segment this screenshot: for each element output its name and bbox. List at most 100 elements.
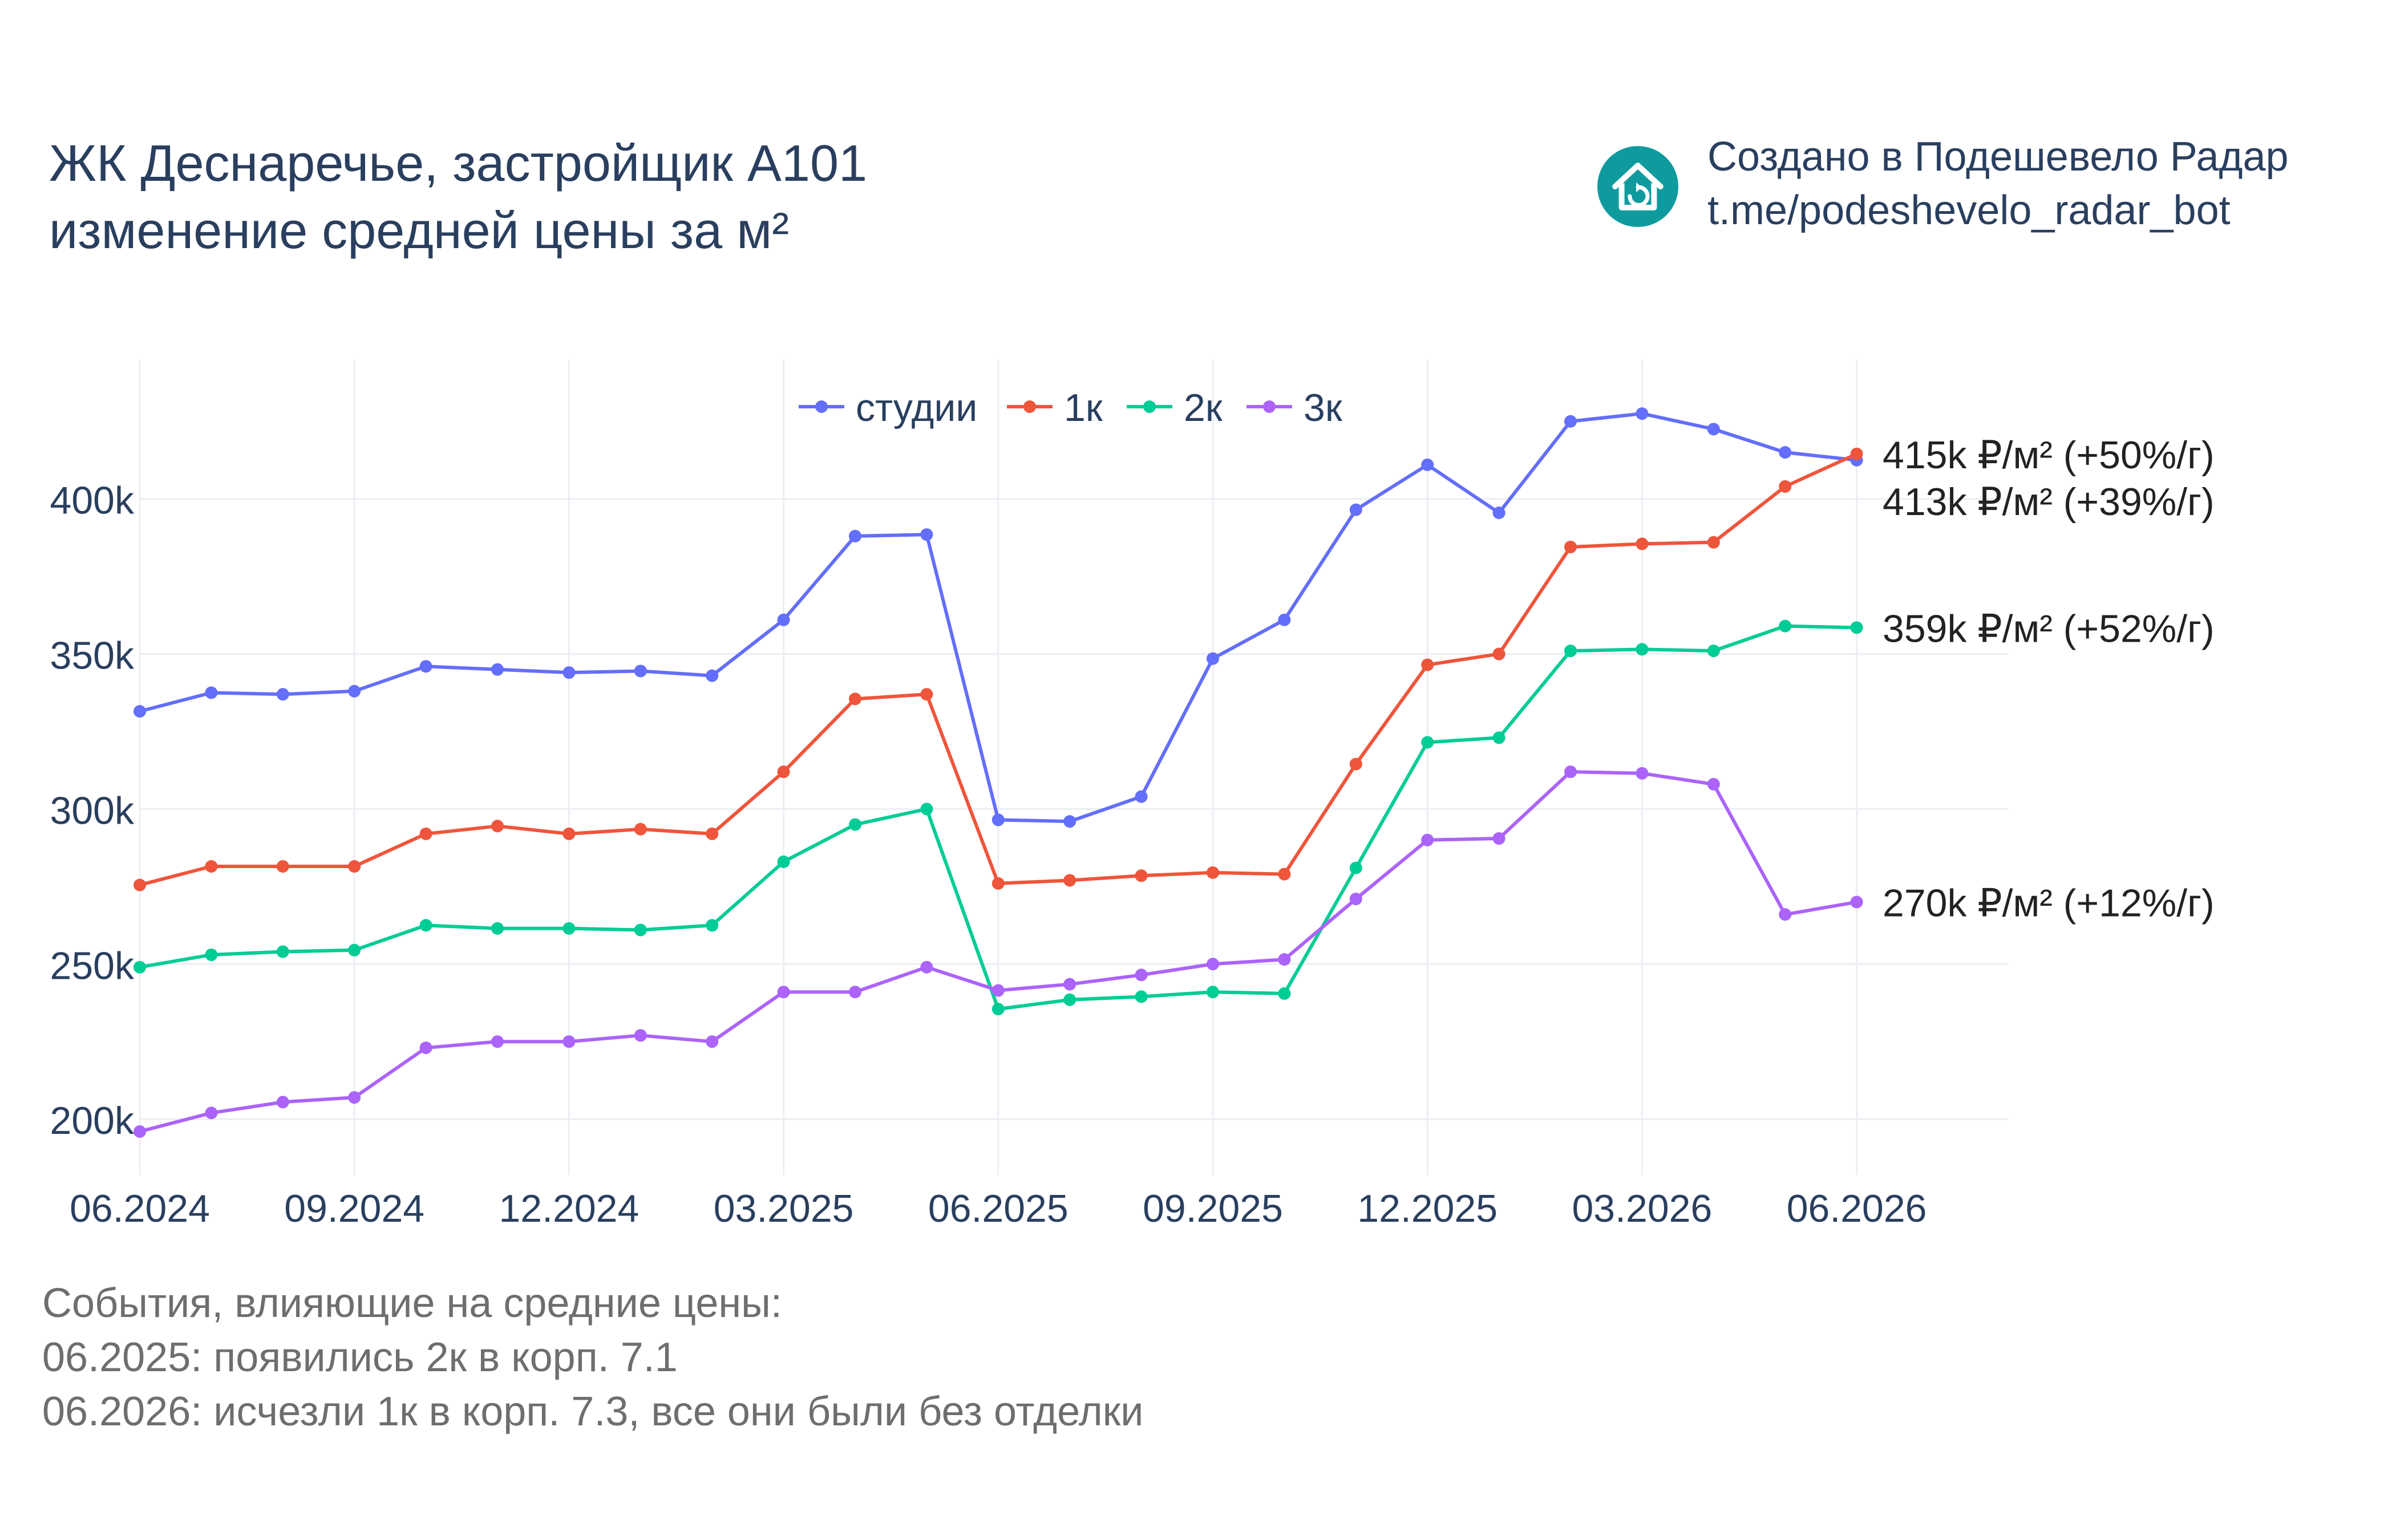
series-2 <box>133 447 1863 891</box>
data-point <box>1707 536 1720 549</box>
data-point <box>1349 893 1362 906</box>
y-tick-label: 300k <box>50 789 135 832</box>
data-point <box>920 528 933 541</box>
data-point <box>706 1035 719 1048</box>
brand-line-2: t.me/podeshevelo_radar_bot <box>1707 188 2231 233</box>
legend-label: 3к <box>1304 386 1343 429</box>
house-refresh-icon <box>1597 146 1678 227</box>
y-tick-label: 400k <box>50 479 135 522</box>
legend-item: студии <box>799 386 977 429</box>
x-tick-label: 06.2024 <box>70 1187 210 1230</box>
notes-heading: События, влияющие на средние цены: <box>42 1280 782 1326</box>
x-tick-label: 12.2025 <box>1357 1187 1498 1230</box>
data-point <box>777 765 790 779</box>
data-point <box>920 961 933 974</box>
data-point <box>562 922 576 935</box>
data-point <box>1135 968 1148 982</box>
data-point <box>991 877 1005 890</box>
end-label: 359k ₽/м² (+52%/г) <box>1883 607 2215 650</box>
data-point <box>491 820 504 833</box>
data-point <box>706 919 719 932</box>
data-point <box>1135 869 1148 882</box>
legend-swatch-marker <box>1263 400 1276 413</box>
title-line-1: ЖК Деснаречье, застройщик А101 <box>49 135 868 192</box>
legend-swatch-marker <box>1023 400 1036 413</box>
data-point <box>1207 986 1219 999</box>
title-line-2: изменение средней цены за м² <box>49 202 790 260</box>
events-notes: События, влияющие на средние цены: 06.20… <box>42 1276 1143 1439</box>
data-point <box>1063 874 1076 887</box>
data-point <box>348 1091 361 1104</box>
y-tick-label: 200k <box>50 1099 135 1142</box>
data-point <box>1707 777 1720 791</box>
data-point <box>1421 658 1434 671</box>
legend-label: 2к <box>1184 386 1223 429</box>
data-point <box>1779 908 1792 921</box>
data-point <box>991 1003 1005 1016</box>
data-point <box>706 669 719 682</box>
data-point <box>1135 990 1148 1003</box>
data-point <box>1349 503 1362 516</box>
data-point <box>1278 953 1291 966</box>
data-point <box>1636 407 1649 420</box>
data-point <box>1063 993 1076 1006</box>
data-point <box>777 986 790 999</box>
data-point <box>205 948 218 961</box>
brand-line-1: Создано в Подешевело Радар <box>1707 134 2289 180</box>
data-point <box>1421 833 1434 846</box>
y-tick-label: 250k <box>50 944 135 987</box>
data-point <box>849 529 861 542</box>
data-point <box>634 1029 647 1042</box>
data-point <box>706 827 719 840</box>
data-point <box>634 822 647 836</box>
data-point <box>920 688 933 701</box>
data-point <box>562 1035 576 1048</box>
data-point <box>1349 861 1362 874</box>
data-point <box>1063 815 1076 828</box>
legend-item: 2к <box>1127 386 1223 429</box>
series-4 <box>133 765 1863 1138</box>
data-point <box>133 878 146 891</box>
data-point <box>276 945 289 958</box>
data-point <box>133 961 146 974</box>
data-point <box>1349 757 1362 771</box>
data-point <box>1707 645 1720 658</box>
end-label: 270k ₽/м² (+12%/г) <box>1883 882 2215 925</box>
data-point <box>276 860 289 873</box>
x-tick-label: 03.2026 <box>1572 1187 1712 1230</box>
data-point <box>491 1035 504 1048</box>
chart-title: ЖК Деснаречье, застройщик А101 изменение… <box>49 130 867 265</box>
data-point <box>634 664 647 678</box>
data-point <box>1850 621 1863 634</box>
legend: студии 1к 2к 3к <box>799 386 1343 429</box>
data-point <box>849 986 861 999</box>
data-point <box>348 860 361 873</box>
data-point <box>1779 619 1792 633</box>
x-tick-label: 09.2024 <box>284 1187 424 1230</box>
data-point <box>562 666 576 679</box>
data-point <box>1636 643 1649 656</box>
data-point <box>348 943 361 957</box>
data-point <box>849 818 861 831</box>
legend-label: студии <box>856 386 977 429</box>
legend-swatch-marker <box>1143 400 1156 413</box>
brand-text: Создано в Подешевело Радар t.me/podeshev… <box>1707 130 2289 237</box>
x-tick-label: 03.2025 <box>714 1187 854 1230</box>
data-point <box>276 1096 289 1109</box>
data-point <box>849 692 861 706</box>
data-point <box>1278 613 1291 626</box>
data-point <box>1564 645 1577 658</box>
end-labels: 415k ₽/м² (+50%/г)413k ₽/м² (+39%/г) 359k… <box>1883 433 2215 925</box>
series-3 <box>133 619 1863 1016</box>
data-point <box>1779 480 1792 493</box>
data-point <box>1707 423 1720 436</box>
x-tick-label: 12.2024 <box>499 1187 639 1230</box>
data-point <box>1564 415 1577 428</box>
data-point <box>1278 868 1291 881</box>
y-axis: 200k 250k 300k 350k 400k <box>50 479 135 1142</box>
series-1 <box>133 407 1863 828</box>
y-tick-label: 350k <box>50 634 135 678</box>
data-point <box>133 705 146 718</box>
end-label: 415k ₽/м² (+50%/г) <box>1883 433 2215 477</box>
data-point <box>1207 958 1219 971</box>
